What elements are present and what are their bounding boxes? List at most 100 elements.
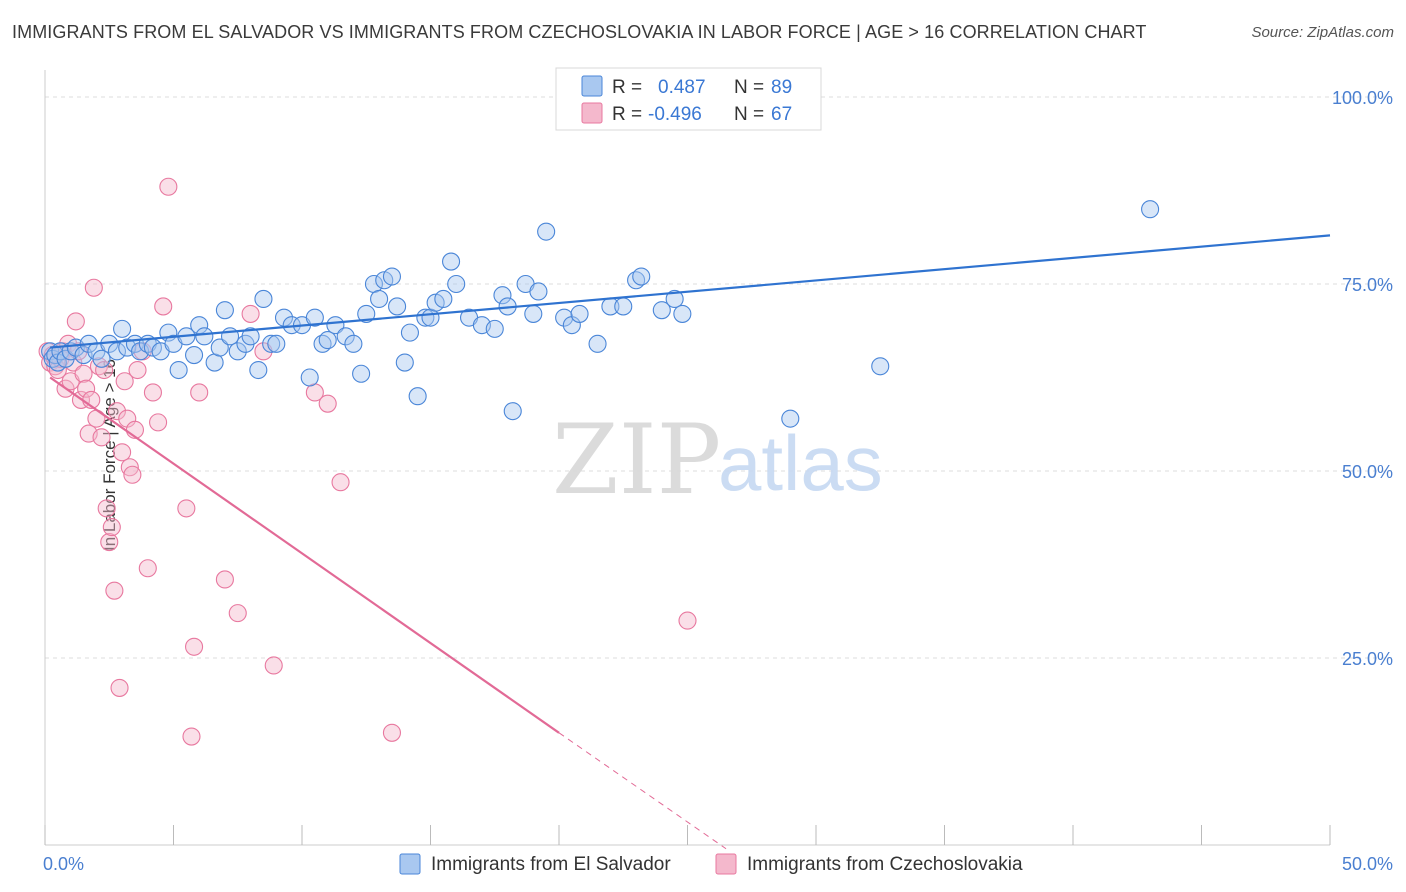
- series-legend-label-pink: Immigrants from Czechoslovakia: [747, 854, 1023, 875]
- czechoslovakia-point: [190, 383, 209, 402]
- el-salvador-point: [249, 360, 268, 380]
- watermark: ZIP atlas: [552, 404, 883, 516]
- el-salvador-point: [524, 304, 543, 323]
- series-legend-swatch-pink: [715, 853, 737, 875]
- el-salvador-point: [382, 267, 402, 286]
- el-salvador-point: [195, 327, 214, 346]
- el-salvador-point: [326, 316, 345, 335]
- el-salvador-point: [318, 331, 337, 350]
- czechoslovakia-point: [331, 473, 350, 492]
- el-salvador-point: [400, 323, 419, 342]
- series-el-salvador-points: [41, 200, 1160, 428]
- el-salvador-point: [485, 319, 504, 338]
- el-salvador-point: [555, 308, 574, 327]
- czechoslovakia-point: [100, 533, 119, 552]
- el-salvador-point: [169, 360, 188, 380]
- el-salvador-point: [352, 364, 371, 383]
- czechoslovakia-point: [110, 678, 129, 697]
- el-salvador-point: [241, 327, 260, 346]
- el-salvador-point: [388, 297, 407, 316]
- czechoslovakia-point: [382, 723, 402, 742]
- el-salvador-point: [442, 252, 461, 271]
- y-tick-label: 100.0%: [1332, 88, 1393, 108]
- el-salvador-point: [228, 342, 247, 361]
- czechoslovakia-point: [77, 379, 96, 398]
- czechoslovakia-point: [102, 518, 121, 537]
- el-salvador-point: [1141, 200, 1160, 219]
- el-salvador-point: [305, 308, 324, 327]
- legend-r-value-blue: 0.487: [658, 77, 706, 98]
- y-tick-label: 50.0%: [1342, 462, 1393, 482]
- czechoslovakia-point: [241, 304, 260, 323]
- czechoslovakia-point: [97, 499, 116, 518]
- czechoslovakia-trend-extension: [558, 732, 727, 850]
- watermark-zip: ZIP: [552, 404, 721, 516]
- el-salvador-point: [781, 409, 800, 428]
- czechoslovakia-point: [92, 428, 111, 447]
- el-salvador-point: [370, 289, 389, 309]
- chart-title: IMMIGRANTS FROM EL SALVADOR VS IMMIGRANT…: [12, 22, 1147, 42]
- el-salvador-point: [434, 289, 453, 309]
- tick-labels: 100.0% 75.0% 50.0% 25.0% 0.0% 50.0%: [43, 88, 1393, 874]
- czechoslovakia-trend-line: [49, 376, 560, 734]
- el-salvador-point: [614, 297, 633, 316]
- czechoslovakia-point: [84, 278, 103, 297]
- czechoslovakia-point: [159, 177, 178, 196]
- czechoslovakia-point: [66, 312, 85, 331]
- el-salvador-point: [871, 357, 890, 376]
- czechoslovakia-point: [264, 656, 283, 675]
- czechoslovakia-point: [107, 402, 127, 421]
- legend-swatch-blue: [581, 75, 603, 97]
- el-salvador-point: [336, 327, 355, 346]
- grid-lines: [45, 96, 1392, 659]
- czechoslovakia-point: [120, 458, 139, 477]
- el-salvador-point: [92, 349, 111, 368]
- czechoslovakia-point: [138, 559, 157, 578]
- czechoslovakia-point: [215, 570, 234, 589]
- el-salvador-trend-line: [50, 234, 1331, 349]
- el-salvador-point: [395, 353, 414, 372]
- el-salvador-point: [447, 274, 466, 294]
- czechoslovakia-point: [177, 499, 196, 518]
- el-salvador-point: [537, 222, 556, 241]
- legend-n-label-blue: N =: [734, 77, 764, 98]
- el-salvador-point: [300, 368, 319, 387]
- czechoslovakia-point: [95, 360, 114, 380]
- czechoslovakia-point: [128, 360, 147, 380]
- el-salvador-point: [185, 346, 204, 365]
- el-salvador-point: [503, 402, 522, 421]
- series-legend-swatch-blue: [399, 853, 421, 875]
- legend-swatch-pink: [581, 102, 603, 124]
- el-salvador-point: [588, 334, 607, 353]
- legend-r-label-blue: R =: [612, 77, 642, 98]
- czechoslovakia-point: [105, 581, 124, 600]
- x-tick-label-min: 0.0%: [43, 854, 84, 874]
- legend-n-value-blue: 89: [771, 77, 792, 98]
- y-tick-label: 25.0%: [1342, 649, 1393, 669]
- czechoslovakia-point: [185, 637, 204, 656]
- czechoslovakia-point: [143, 383, 162, 402]
- czechoslovakia-point: [149, 413, 168, 432]
- el-salvador-point: [570, 304, 589, 323]
- el-salvador-point: [344, 334, 363, 353]
- legend-n-label-pink: N =: [734, 104, 764, 125]
- el-salvador-point: [652, 301, 671, 320]
- el-salvador-point: [673, 304, 692, 323]
- el-salvador-point: [210, 338, 229, 357]
- trend-lines: [49, 234, 1331, 850]
- el-salvador-point: [215, 301, 234, 320]
- czechoslovakia-point: [182, 727, 201, 746]
- el-salvador-point: [493, 286, 512, 305]
- el-salvador-point: [254, 289, 273, 309]
- czechoslovakia-point: [228, 604, 247, 623]
- czechoslovakia-point: [115, 372, 134, 391]
- watermark-atlas: atlas: [718, 419, 883, 507]
- el-salvador-point: [113, 319, 132, 338]
- stats-legend: R = 0.487 N = 89 R = -0.496 N = 67: [555, 67, 822, 131]
- czechoslovakia-point: [74, 364, 93, 383]
- czechoslovakia-point: [154, 297, 173, 316]
- el-salvador-point: [408, 387, 427, 406]
- x-tick-label-max: 50.0%: [1342, 854, 1393, 874]
- y-tick-label: 75.0%: [1342, 275, 1393, 295]
